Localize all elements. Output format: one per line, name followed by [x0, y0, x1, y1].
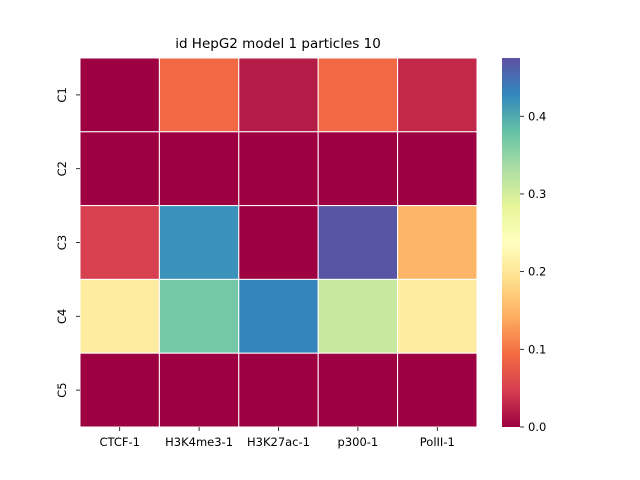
- heatmap-cell-c2-h3k4me3-1: [158, 131, 240, 207]
- y-axis-ticks: C1 C2 C3 C4 C5: [55, 87, 80, 398]
- heatmap-cell-c3-h3k27ac-1: [238, 205, 319, 280]
- heatmap-cell-c1-h3k27ac-1: [238, 57, 319, 133]
- y-tick-label: C3: [55, 235, 69, 250]
- heatmap-cell-c3-h3k4me3-1: [158, 205, 240, 280]
- y-tick-label: C4: [55, 309, 69, 324]
- heatmap-cell-c5-ctcf-1: [79, 352, 160, 428]
- chart-title: id HepG2 model 1 particles 10: [175, 36, 381, 52]
- heatmap-cell-c5-h3k27ac-1: [238, 352, 319, 428]
- colorbar: 0.0 0.1 0.2 0.3 0.4: [502, 58, 546, 434]
- heatmap-cell-c3-p300-1: [317, 205, 399, 280]
- heatmap-cell-c2-p300-1: [317, 131, 399, 207]
- heatmap-cell-c4-h3k27ac-1: [238, 278, 319, 354]
- heatmap-cell-c5-h3k4me3-1: [158, 352, 240, 428]
- colorbar-gradient: [502, 58, 520, 427]
- heatmap-cell-c1-h3k4me3-1: [158, 57, 240, 133]
- heatmap-cell-c4-h3k4me3-1: [158, 278, 240, 354]
- x-tick-label: H3K27ac-1: [247, 435, 310, 449]
- colorbar-ticks: 0.0 0.1 0.2 0.3 0.4: [520, 109, 546, 434]
- x-tick-label: CTCF-1: [99, 435, 140, 449]
- y-tick-label: C2: [55, 161, 69, 176]
- colorbar-tick-label: 0.2: [528, 265, 546, 279]
- heatmap-cells: [79, 57, 478, 428]
- x-axis-ticks: CTCF-1 H3K4me3-1 H3K27ac-1 p300-1 PolII-1: [99, 427, 455, 449]
- y-tick-label: C1: [55, 87, 69, 102]
- heatmap-cell-c4-ctcf-1: [79, 278, 160, 354]
- colorbar-tick-label: 0.0: [528, 420, 546, 434]
- heatmap-cell-c3-ctcf-1: [79, 205, 160, 280]
- heatmap-cell-c5-polii-1: [397, 352, 478, 428]
- heatmap-cell-c1-polii-1: [397, 57, 478, 133]
- x-tick-label: p300-1: [338, 435, 379, 449]
- colorbar-tick-label: 0.4: [528, 109, 546, 123]
- heatmap-cell-c4-p300-1: [317, 278, 399, 354]
- x-tick-label: H3K4me3-1: [165, 435, 233, 449]
- heatmap-cell-c3-polii-1: [397, 205, 478, 280]
- heatmap-cell-c1-ctcf-1: [79, 57, 160, 133]
- colorbar-tick-label: 0.1: [528, 342, 546, 356]
- heatmap-cell-c2-h3k27ac-1: [238, 131, 319, 207]
- x-tick-label: PolII-1: [420, 435, 455, 449]
- heatmap-cell-c1-p300-1: [317, 57, 399, 133]
- heatmap-cell-c2-ctcf-1: [79, 131, 160, 207]
- heatmap-cell-c2-polii-1: [397, 131, 478, 207]
- heatmap-cell-c4-polii-1: [397, 278, 478, 354]
- colorbar-tick-label: 0.3: [528, 187, 546, 201]
- y-tick-label: C5: [55, 382, 69, 397]
- heatmap-cell-c5-p300-1: [317, 352, 399, 428]
